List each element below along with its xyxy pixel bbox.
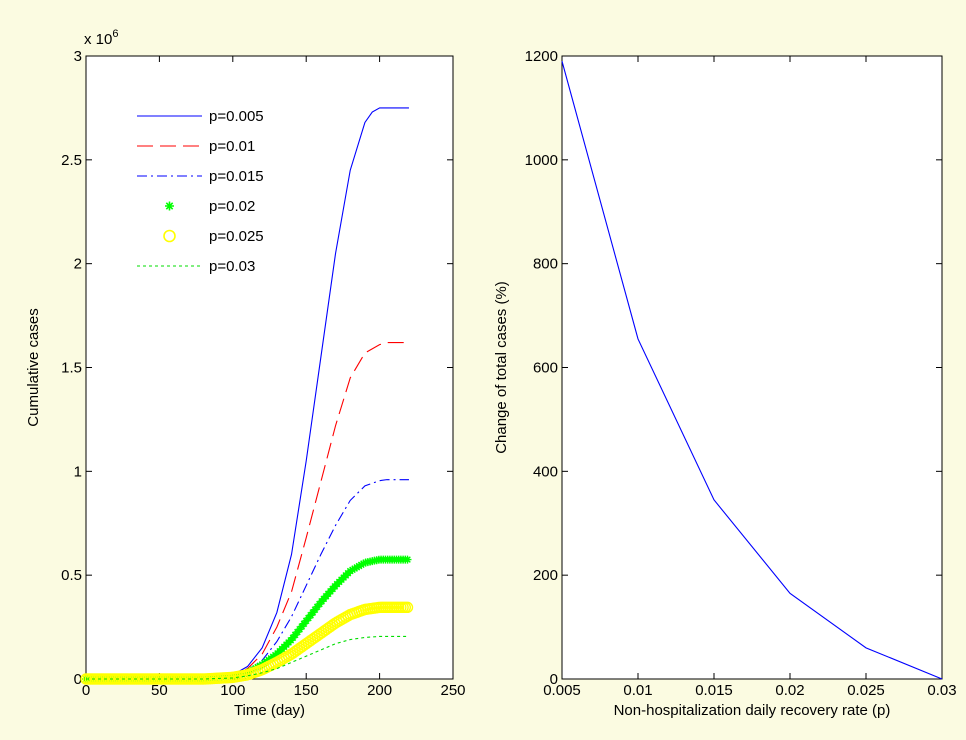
legend-label: p=0.005 <box>209 108 264 125</box>
left-y-tick-label: 2.5 <box>61 152 82 169</box>
left-y-tick-label: 3 <box>74 48 82 65</box>
left-series-group <box>80 107 414 685</box>
left-x-tick-label: 100 <box>220 682 245 699</box>
right-x-tick-label: 0.01 <box>623 682 652 699</box>
right-x-tick-label: 0.015 <box>695 682 733 699</box>
legend-entry-p-0-025: p=0.025 <box>163 228 264 245</box>
right-y-tick-label: 0 <box>550 671 558 688</box>
right-y-tick-label: 200 <box>533 567 558 584</box>
right-y-tick-label: 600 <box>533 360 558 377</box>
legend-entry-p-0-02: p=0.02 <box>165 198 255 215</box>
right-x-tick-label: 0.025 <box>847 682 885 699</box>
left-x-tick-label: 200 <box>367 682 392 699</box>
right-x-tick-label: 0.02 <box>775 682 804 699</box>
right-chart: 0.005 0.01 0.015 0.02 0.025 0.03 0 200 400 600 800… <box>493 48 957 719</box>
left-y-tick-label: 1.5 <box>61 360 82 377</box>
left-y-tick-label: 2 <box>74 256 82 273</box>
legend-label: p=0.02 <box>209 198 255 215</box>
y-multiplier-label: x 106 <box>84 28 118 48</box>
legend-circle-marker <box>163 229 176 243</box>
right-x-tick-label: 0.005 <box>543 682 581 699</box>
star-marker <box>359 559 368 568</box>
left-chart: x 106 0 50 100 150 200 250 0 0.5 1 1.5 2 2.5 3 Time (… <box>25 28 466 719</box>
legend-label: p=0.015 <box>209 168 264 185</box>
legend: p=0.005 p=0.01 p=0.015 p=0.02 p=0.025 p=0.03 <box>137 108 264 275</box>
right-y-tick-label: 1200 <box>525 48 558 65</box>
circle-marker <box>401 601 414 614</box>
star-marker <box>403 555 412 564</box>
legend-label: p=0.03 <box>209 258 255 275</box>
legend-entry-p-0-03: p=0.03 <box>137 258 255 275</box>
right-x-tick-label: 0.03 <box>927 682 956 699</box>
right-y-tick-label: 800 <box>533 256 558 273</box>
legend-entry-p-0-015: p=0.015 <box>137 168 264 185</box>
left-y-tick-label: 1 <box>74 463 82 480</box>
series-p-0-03-line <box>86 635 409 680</box>
legend-entry-p-0-005: p=0.005 <box>137 108 264 125</box>
legend-label: p=0.025 <box>209 228 264 245</box>
legend-entry-p-0-01: p=0.01 <box>137 138 255 155</box>
series-p-0-015-line <box>86 479 409 680</box>
left-x-tick-label: 150 <box>294 682 319 699</box>
left-plot-area <box>85 55 454 680</box>
left-x-tick-label: 250 <box>440 682 465 699</box>
right-y-tick-label: 1000 <box>525 152 558 169</box>
change-of-total-cases-line <box>561 61 943 680</box>
left-x-tick-label: 0 <box>82 682 90 699</box>
left-x-axis-label: Time (day) <box>234 702 305 719</box>
right-y-tick-label: 400 <box>533 463 558 480</box>
right-x-axis-label: Non-hospitalization daily recovery rate … <box>614 702 891 719</box>
left-y-tick-label: 0.5 <box>61 567 82 584</box>
right-plot-area <box>561 55 943 680</box>
legend-star-marker <box>165 201 174 211</box>
left-x-tick-label: 50 <box>151 682 168 699</box>
left-y-axis-label: Cumulative cases <box>25 308 42 426</box>
legend-label: p=0.01 <box>209 138 255 155</box>
left-y-tick-label: 0 <box>74 671 82 688</box>
right-y-axis-label: Change of total cases (%) <box>493 281 510 454</box>
